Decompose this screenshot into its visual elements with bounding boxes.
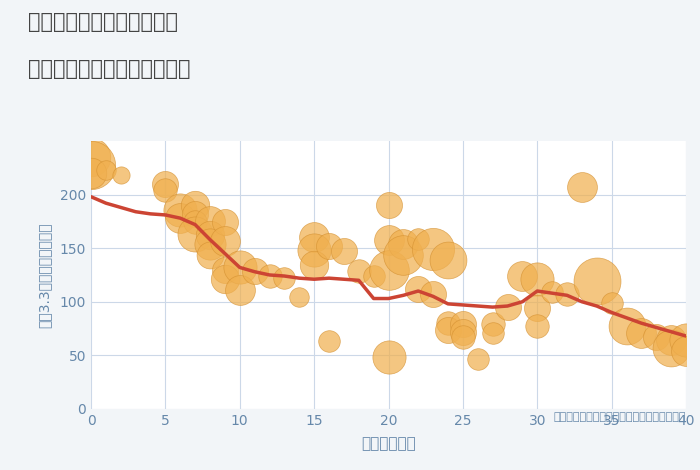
Point [457,333,468,341]
Point [85,161,97,168]
Point [219,266,230,274]
Point [338,248,349,255]
Point [190,210,201,218]
Point [323,242,335,250]
Point [561,290,573,298]
Point [413,285,424,293]
Text: 神奈川県横浜市中区本牧町: 神奈川県横浜市中区本牧町 [28,12,178,32]
Point [204,232,216,239]
Point [621,322,632,330]
Point [428,245,439,253]
Point [204,218,216,225]
Point [517,272,528,280]
Point [666,344,677,352]
Point [606,299,617,306]
Point [190,202,201,209]
Point [487,329,498,337]
Point [234,264,246,271]
Point [85,153,97,161]
Point [383,236,394,243]
Point [532,305,543,312]
Point [680,347,692,355]
Point [591,278,602,285]
Point [398,240,409,248]
Point [398,251,409,258]
Point [279,274,290,282]
Point [100,166,111,174]
Point [680,337,692,344]
Point [309,234,320,241]
Point [353,267,364,274]
Point [204,251,216,258]
Point [636,329,647,337]
Point [547,288,558,296]
Point [383,354,394,361]
Text: 円の大きさは、取引のあった物件面積を示す: 円の大きさは、取引のあった物件面積を示す [554,412,686,422]
Text: 築年数別中古マンション価格: 築年数別中古マンション価格 [28,59,190,79]
Point [175,214,186,222]
Point [175,206,186,213]
Point [442,320,454,327]
Point [219,219,230,226]
Point [249,267,260,274]
Point [383,266,394,274]
Point [160,187,171,194]
Point [115,172,126,179]
Point [383,202,394,209]
Point [160,180,171,188]
Point [85,169,97,177]
Point [487,321,498,328]
Point [651,333,662,341]
Point [502,303,513,311]
Point [204,240,216,248]
Point [472,355,483,362]
Point [294,294,305,301]
Y-axis label: 坪（3.3㎡）単価（万円）: 坪（3.3㎡）単価（万円） [37,222,51,328]
Point [309,261,320,269]
Point [442,256,454,264]
X-axis label: 築年数（年）: 築年数（年） [361,436,416,451]
Point [368,272,379,280]
Point [413,235,424,242]
Point [323,337,335,345]
Point [264,272,275,280]
Point [190,230,201,238]
Point [576,183,587,191]
Point [666,337,677,344]
Point [457,328,468,336]
Point [442,326,454,333]
Point [309,247,320,254]
Point [219,275,230,283]
Point [457,321,468,328]
Point [428,290,439,298]
Point [532,275,543,283]
Point [532,322,543,330]
Point [219,237,230,244]
Point [190,219,201,226]
Point [234,286,246,294]
